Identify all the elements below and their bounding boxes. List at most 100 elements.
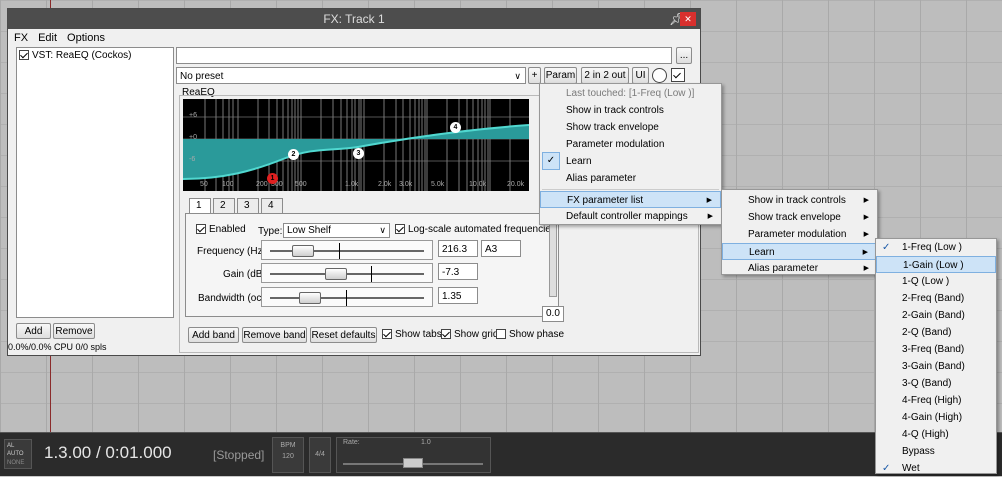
timesig-button[interactable]: 4/4: [309, 437, 331, 473]
submenu-item-parameter-modulation[interactable]: Parameter modulation ▶: [722, 226, 877, 243]
check-icon: ✓: [882, 239, 890, 256]
param-item[interactable]: 1-Gain (Low ): [876, 256, 996, 273]
param-item[interactable]: 3-Q (Band): [876, 375, 996, 392]
menu-item-alias-parameter[interactable]: Alias parameter: [540, 170, 721, 187]
gain-value-field[interactable]: -7.3: [438, 263, 478, 280]
param-item[interactable]: ✓ Wet: [876, 460, 996, 477]
playrate-control[interactable]: Rate: 1.0: [336, 437, 491, 473]
param-item[interactable]: 4-Q (High): [876, 426, 996, 443]
reset-defaults-button[interactable]: Reset defaults: [310, 327, 377, 343]
show-tabs-option[interactable]: Show tabs: [382, 329, 442, 340]
param-item[interactable]: 4-Gain (High): [876, 409, 996, 426]
menu-item-parameter-modulation[interactable]: Parameter modulation: [540, 136, 721, 153]
last-touched-item: Last touched: [1-Freq (Low )]: [540, 85, 721, 102]
show-phase-label: Show phase: [509, 329, 564, 340]
type-label: Type:: [258, 226, 282, 237]
param-item[interactable]: 2-Freq (Band): [876, 290, 996, 307]
param-item[interactable]: Bypass: [876, 443, 996, 460]
tab-band-2[interactable]: 2: [213, 198, 235, 213]
frequency-value-field[interactable]: 216.3: [438, 240, 478, 257]
param-item[interactable]: 3-Gain (Band): [876, 358, 996, 375]
menubar: FX Edit Options: [8, 29, 700, 46]
tab-band-1[interactable]: 1: [189, 198, 211, 214]
submenu-arrow-icon: ▶: [863, 244, 868, 261]
db-label: -6: [189, 156, 195, 163]
logscale-checkbox[interactable]: [395, 224, 405, 234]
param-item-label: 1-Freq (Low ): [902, 242, 962, 253]
add-fx-button[interactable]: Add: [16, 323, 51, 339]
param-item[interactable]: 2-Q (Band): [876, 324, 996, 341]
output-gain-field[interactable]: 0.0: [542, 306, 564, 322]
rate-slider-knob[interactable]: [403, 458, 423, 468]
menu-item-show-track-envelope[interactable]: Show track envelope: [540, 119, 721, 136]
eq-band-point-1[interactable]: 1: [267, 173, 278, 184]
preset-add-button[interactable]: +: [528, 67, 541, 84]
browse-button[interactable]: ...: [676, 47, 692, 64]
cpu-usage: 0.0%/0.0% CPU 0/0 spls: [8, 342, 107, 352]
enabled-checkbox[interactable]: [196, 224, 206, 234]
menu-item-fx-parameter-list[interactable]: FX parameter list ▶: [540, 191, 721, 208]
show-phase-checkbox[interactable]: [496, 329, 506, 339]
band-enabled[interactable]: Enabled: [196, 224, 246, 235]
eq-band-point-4[interactable]: 4: [450, 122, 461, 133]
logscale-option[interactable]: Log-scale automated frequencies: [395, 224, 556, 235]
slider-knob[interactable]: [292, 245, 314, 257]
param-item[interactable]: 1-Q (Low ): [876, 273, 996, 290]
fx-enable-checkbox[interactable]: [19, 50, 29, 60]
preset-value: No preset: [180, 71, 223, 82]
slider-knob[interactable]: [299, 292, 321, 304]
remove-band-button[interactable]: Remove band: [242, 327, 307, 343]
bandwidth-slider[interactable]: [261, 287, 433, 307]
menu-fx[interactable]: FX: [8, 29, 32, 44]
param-item[interactable]: ✓ 1-Freq (Low ): [876, 239, 996, 256]
tab-band-3[interactable]: 3: [237, 198, 259, 213]
automation-mode-button[interactable]: AL AUTO NONE: [4, 439, 32, 469]
transport-status: [Stopped]: [213, 448, 264, 462]
ui-button[interactable]: UI: [632, 67, 649, 84]
submenu-item-show-track-envelope[interactable]: Show track envelope ▶: [722, 209, 877, 226]
freq-label: 2.0k: [378, 181, 391, 188]
submenu-item-label: Show in track controls: [748, 195, 846, 206]
menu-item-default-controller-mappings[interactable]: Default controller mappings ▶: [540, 208, 721, 225]
show-grid-checkbox[interactable]: [441, 329, 451, 339]
submenu-item-label: Parameter modulation: [748, 229, 846, 240]
output-gain-slider[interactable]: [549, 219, 557, 297]
band-type-select[interactable]: Low Shelf ∨: [283, 223, 390, 238]
submenu-item-show-in-track-controls[interactable]: Show in track controls ▶: [722, 192, 877, 209]
tab-band-4[interactable]: 4: [261, 198, 283, 213]
slider-knob[interactable]: [325, 268, 347, 280]
fx-search-field[interactable]: [176, 47, 672, 64]
fx-list-item[interactable]: VST: ReaEQ (Cockos): [17, 48, 173, 63]
wet-knob-icon[interactable]: [652, 68, 667, 83]
gain-slider[interactable]: [261, 263, 433, 283]
add-band-button[interactable]: Add band: [188, 327, 239, 343]
frequency-note-field[interactable]: A3: [481, 240, 521, 257]
slider-default-mark: [346, 290, 347, 306]
menu-item-learn[interactable]: ✓ Learn: [540, 153, 721, 170]
show-grid-option[interactable]: Show grid: [441, 329, 498, 340]
menu-options[interactable]: Options: [61, 29, 109, 44]
param-item[interactable]: 3-Freq (Band): [876, 341, 996, 358]
show-phase-option[interactable]: Show phase: [496, 329, 564, 340]
param-button[interactable]: Param: [544, 67, 577, 84]
param-item[interactable]: 4-Freq (High): [876, 392, 996, 409]
bpm-button[interactable]: BPM 120: [272, 437, 304, 473]
close-icon[interactable]: ✕: [680, 12, 696, 26]
bypass-checkbox[interactable]: [671, 68, 685, 82]
menu-edit[interactable]: Edit: [32, 29, 61, 44]
param-item[interactable]: 2-Gain (Band): [876, 307, 996, 324]
remove-fx-button[interactable]: Remove: [53, 323, 95, 339]
eq-band-point-2[interactable]: 2: [288, 149, 299, 160]
menu-item-show-in-track-controls[interactable]: Show in track controls: [540, 102, 721, 119]
show-tabs-checkbox[interactable]: [382, 329, 392, 339]
submenu-item-learn[interactable]: Learn ▶: [722, 243, 877, 260]
submenu-item-alias-parameter[interactable]: Alias parameter ▶: [722, 260, 877, 277]
submenu-item-label: Learn: [749, 247, 775, 258]
frequency-slider[interactable]: [261, 240, 433, 260]
preset-select[interactable]: No preset ∨: [176, 67, 526, 84]
slider-track: [270, 297, 424, 299]
io-button[interactable]: 2 in 2 out: [581, 67, 629, 84]
eq-graph[interactable]: +6 +0 -6 50 100 200 300 500 1.0k 2.0k 3.…: [183, 99, 529, 191]
bandwidth-value-field[interactable]: 1.35: [438, 287, 478, 304]
eq-band-point-3[interactable]: 3: [353, 148, 364, 159]
